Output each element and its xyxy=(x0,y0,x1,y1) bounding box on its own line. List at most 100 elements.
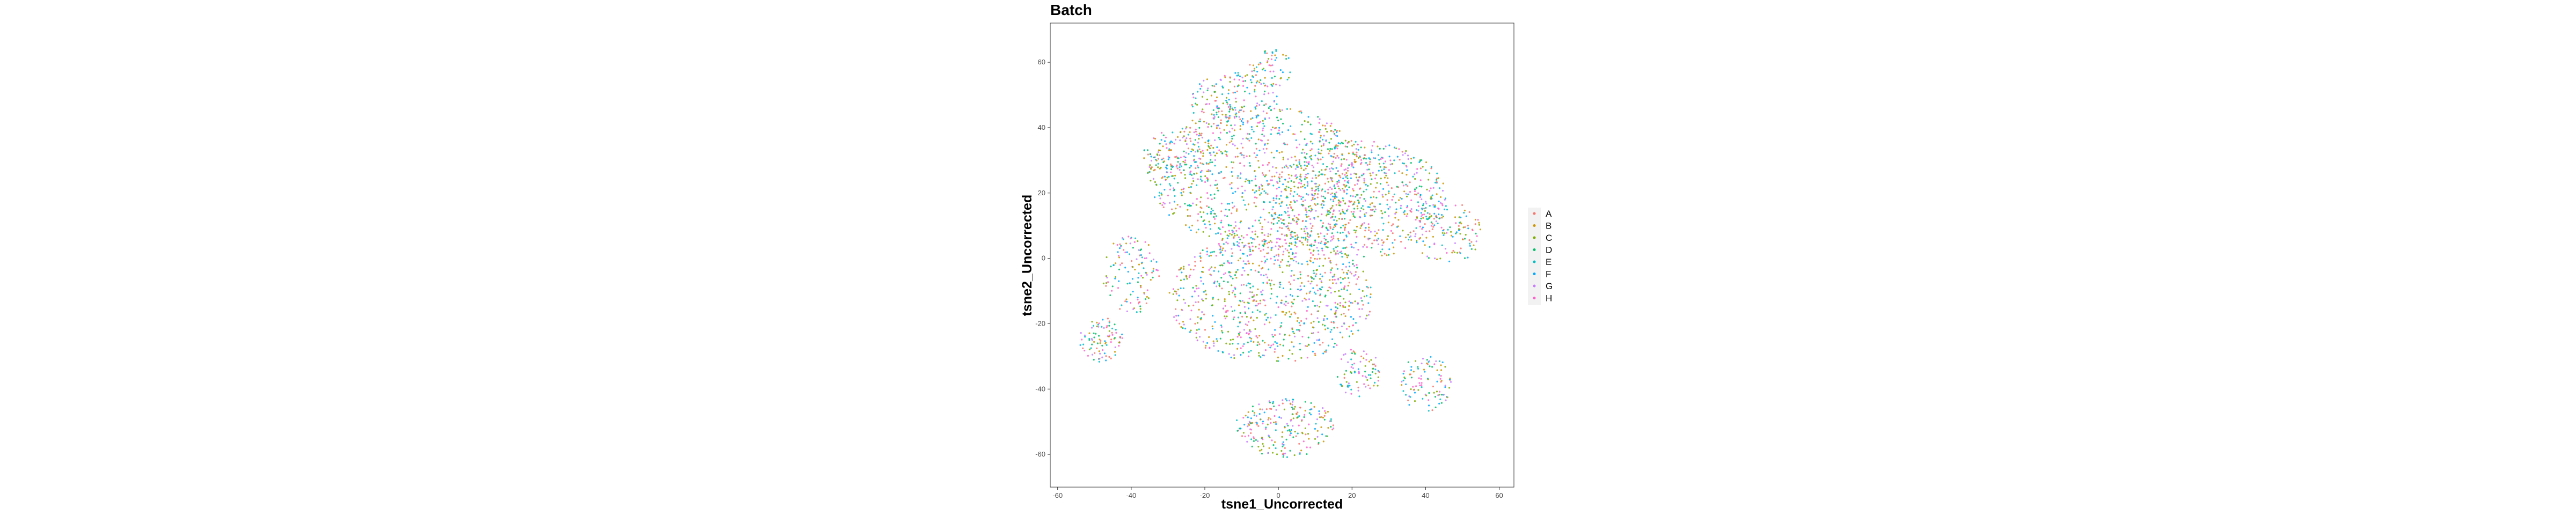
point-A xyxy=(1357,386,1359,388)
point-C xyxy=(1314,438,1316,440)
point-E xyxy=(1225,116,1227,119)
point-H xyxy=(1238,227,1240,230)
point-A xyxy=(1241,315,1243,318)
point-G xyxy=(1192,202,1194,204)
point-E xyxy=(1324,190,1326,193)
point-A xyxy=(1333,130,1335,133)
point-E xyxy=(1265,312,1267,315)
point-G xyxy=(1385,145,1387,148)
point-D xyxy=(1231,310,1234,312)
point-A xyxy=(1247,120,1249,122)
point-D xyxy=(1313,269,1315,272)
point-B xyxy=(1297,187,1299,189)
point-D xyxy=(1357,200,1359,202)
point-H xyxy=(1336,183,1338,185)
point-A xyxy=(1401,151,1403,153)
point-G xyxy=(1320,280,1322,282)
point-F xyxy=(1247,282,1249,284)
point-G xyxy=(1360,297,1362,299)
point-D xyxy=(1234,293,1236,296)
point-E xyxy=(1441,244,1443,246)
point-F xyxy=(1231,202,1233,204)
point-B xyxy=(1275,127,1277,129)
point-E xyxy=(1438,374,1440,376)
point-H xyxy=(1344,168,1347,171)
point-H xyxy=(1197,213,1199,215)
point-D xyxy=(1093,358,1095,361)
point-G xyxy=(1191,93,1194,95)
point-D xyxy=(1324,197,1326,199)
point-D xyxy=(1379,166,1381,168)
point-H xyxy=(1356,236,1358,238)
point-C xyxy=(1224,315,1226,318)
point-C xyxy=(1281,436,1283,438)
point-B xyxy=(1344,224,1346,226)
point-D xyxy=(1140,248,1143,251)
point-H xyxy=(1209,185,1212,187)
point-F xyxy=(1274,255,1276,258)
point-D xyxy=(1347,254,1349,256)
point-C xyxy=(1196,329,1198,331)
point-C xyxy=(1255,205,1257,208)
point-F xyxy=(1257,114,1260,117)
point-E xyxy=(1333,248,1335,250)
point-A xyxy=(1336,327,1338,329)
point-C xyxy=(1292,209,1294,211)
point-C xyxy=(1381,212,1384,215)
point-G xyxy=(1192,178,1194,180)
point-F xyxy=(1213,151,1215,153)
point-F xyxy=(1246,255,1248,257)
point-C xyxy=(1366,314,1368,317)
point-H xyxy=(1357,143,1359,146)
point-E xyxy=(1250,438,1253,440)
point-H xyxy=(1358,372,1360,374)
point-G xyxy=(1223,273,1225,275)
point-A xyxy=(1432,226,1435,228)
point-C xyxy=(1238,84,1240,86)
point-G xyxy=(1279,84,1281,86)
point-D xyxy=(1463,238,1466,240)
point-B xyxy=(1264,77,1266,79)
point-C xyxy=(1251,291,1253,293)
point-E xyxy=(1174,195,1176,197)
point-B xyxy=(1291,258,1293,260)
point-E xyxy=(1302,196,1304,198)
point-B xyxy=(1257,288,1259,290)
point-C xyxy=(1184,174,1186,176)
point-E xyxy=(1315,293,1317,295)
point-E xyxy=(1220,222,1222,224)
point-B xyxy=(1279,77,1282,79)
point-E xyxy=(1084,336,1086,338)
point-B xyxy=(1281,151,1283,153)
point-H xyxy=(1224,75,1226,77)
point-H xyxy=(1398,148,1400,150)
point-E xyxy=(1334,216,1336,218)
point-D xyxy=(1194,139,1196,141)
point-D xyxy=(1137,281,1139,283)
point-B xyxy=(1198,308,1200,311)
point-B xyxy=(1236,148,1239,150)
point-G xyxy=(1285,296,1287,298)
point-B xyxy=(1147,244,1150,246)
point-D xyxy=(1421,186,1423,188)
point-H xyxy=(1107,281,1109,283)
point-C xyxy=(1453,251,1455,253)
point-F xyxy=(1401,162,1404,164)
point-H xyxy=(1206,177,1208,179)
point-F xyxy=(1243,343,1245,345)
point-C xyxy=(1200,196,1202,198)
point-A xyxy=(1399,159,1401,161)
point-B xyxy=(1388,192,1390,194)
point-H xyxy=(1323,238,1326,240)
point-B xyxy=(1274,212,1276,215)
point-B xyxy=(1289,108,1292,110)
point-G xyxy=(1247,122,1249,124)
y-tick-label: 40 xyxy=(1038,123,1045,131)
point-F xyxy=(1382,188,1385,190)
point-H xyxy=(1170,171,1172,173)
point-F xyxy=(1388,248,1391,251)
point-G xyxy=(1247,425,1249,428)
point-B xyxy=(1247,203,1249,205)
point-F xyxy=(1289,293,1292,296)
point-B xyxy=(1441,217,1443,219)
